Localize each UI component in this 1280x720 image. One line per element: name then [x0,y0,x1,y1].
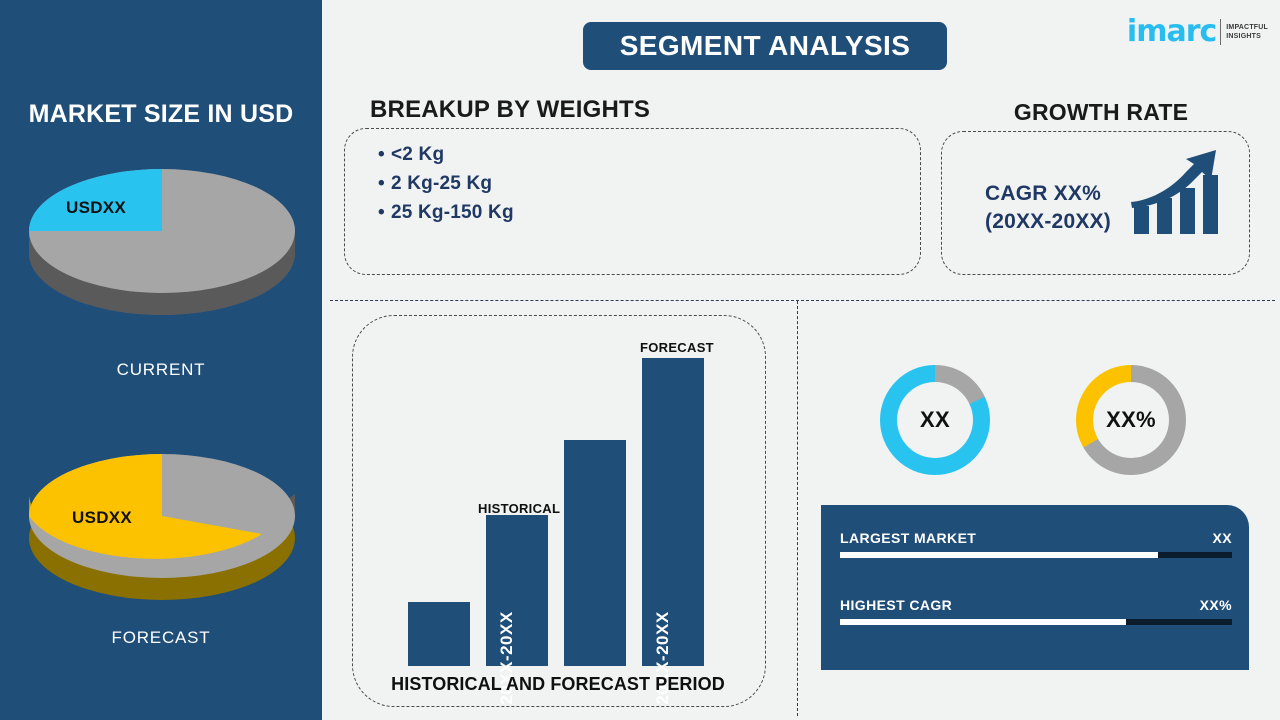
pie-current-svg [29,169,295,315]
horizontal-divider [330,300,1275,301]
donut-2-hole [1093,382,1169,458]
breakup-card [344,128,921,275]
metric-progress-fill [840,619,1127,625]
bar-1: 20XX-20XX [486,515,548,705]
bar-annotation-historical: HISTORICAL [478,501,561,516]
donut-chart-2: XX% [1076,365,1186,475]
donut-1-value: XX [920,407,950,432]
list-item: • 2 Kg-25 Kg [378,169,514,198]
metric-value: XX% [1199,597,1232,613]
logo-wordmark: imarc [1126,14,1217,49]
bar-3: 20XX-20XX [642,358,704,705]
bar-chart-area: 20XX-20XX 20XX-20XX HISTORICAL FORECAST [352,315,764,705]
logo-tagline-line1: IMPACTFUL [1226,24,1268,31]
donut-1-hole [897,382,973,458]
metric-progress-track [840,552,1232,558]
list-item: • 25 Kg-150 Kg [378,198,514,227]
pie-current-label: USDXX [66,198,127,217]
bullet-icon: • [378,202,385,223]
pie-chart-forecast [22,440,302,615]
pie-current-caption: CURRENT [116,360,206,379]
pie-forecast-caption: FORECAST [111,628,211,647]
pie-chart-current [22,155,302,330]
chart-xaxis-label: HISTORICAL AND FORECAST PERIOD [391,674,725,694]
growth-rate-card [941,131,1250,275]
cagr-text: CAGR XX% (20XX-20XX) [985,180,1111,236]
breakup-heading: BREAKUP BY WEIGHTS [370,96,651,123]
vertical-divider [797,301,798,716]
bar-annotation-forecast: FORECAST [640,340,714,355]
logo-tagline-line2: INSIGHTS [1226,33,1261,40]
list-item: • <2 Kg [378,140,514,169]
metric-label: LARGEST MARKET [840,530,977,546]
metrics-panel: LARGEST MARKET XX HIGHEST CAGR XX% [821,505,1249,670]
imarc-logo: imarc IMPACTFUL INSIGHTS [1127,12,1268,52]
metric-progress-track [840,619,1232,625]
donut-chart-1: XX [880,365,990,475]
logo-tagline: IMPACTFUL INSIGHTS [1226,23,1268,41]
cagr-line-1: CAGR XX% [985,182,1101,205]
metric-label: HIGHEST CAGR [840,597,953,613]
cagr-line-2: (20XX-20XX) [985,210,1111,233]
metric-progress-fill [840,552,1158,558]
donut-2-value: XX% [1106,407,1156,432]
breakup-item-label: 25 Kg-150 Kg [391,202,514,223]
sidebar-panel: MARKET SIZE IN USD [0,0,322,720]
bar-2 [564,440,626,666]
bar-0 [408,602,470,666]
breakup-list: • <2 Kg • 2 Kg-25 Kg • 25 Kg-150 Kg [378,140,514,227]
breakup-item-label: <2 Kg [391,144,445,165]
page-title-box: SEGMENT ANALYSIS [583,22,947,70]
bullet-icon: • [378,173,385,194]
bullet-icon: • [378,144,385,165]
metric-value: XX [1212,530,1232,546]
logo-divider [1220,19,1222,45]
growth-arrow-bars-icon [1131,150,1218,234]
pie-forecast-svg [29,454,295,600]
page-title: SEGMENT ANALYSIS [619,30,911,61]
sidebar-title: MARKET SIZE IN USD [28,100,294,128]
growth-rate-heading: GROWTH RATE [1013,99,1189,125]
pie-forecast-label: USDXX [72,508,133,527]
breakup-item-label: 2 Kg-25 Kg [391,173,493,194]
